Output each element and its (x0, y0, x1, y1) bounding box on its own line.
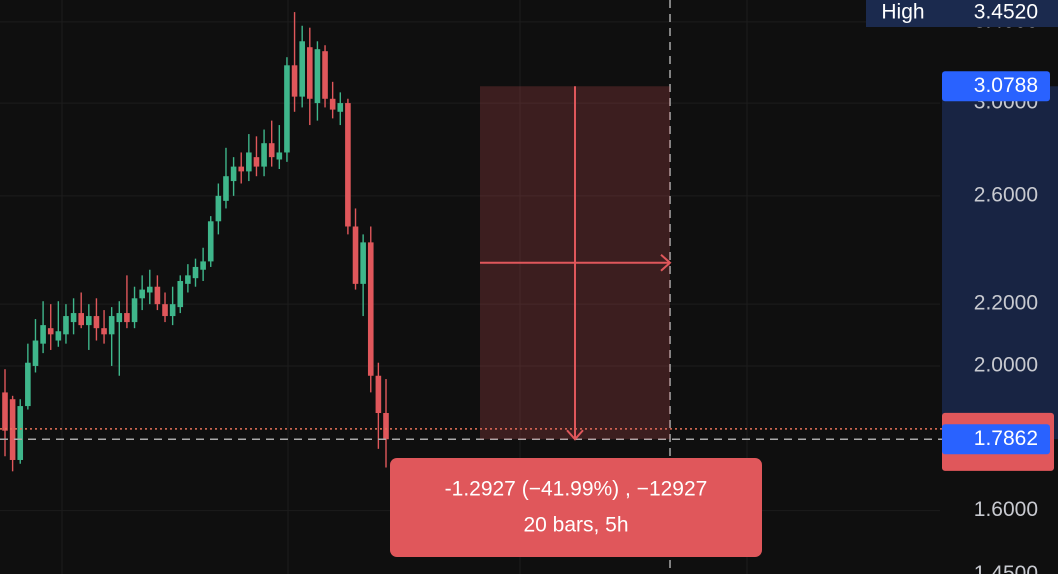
candle-body (63, 316, 69, 335)
candle-body (322, 51, 328, 99)
candle-body (146, 286, 153, 293)
candle-body (78, 313, 84, 326)
candle-body (276, 152, 283, 160)
candle-body (131, 298, 138, 323)
candle-body (108, 316, 115, 335)
measure-text: -1.2927 (−41.99%) , −12927 (445, 478, 708, 501)
arrow-head (566, 429, 584, 441)
candle-body (177, 281, 184, 308)
high-badge-value: 3.4520 (974, 1, 1038, 24)
candle-body (246, 152, 252, 172)
axis-background (942, 86, 1058, 440)
candle-body (101, 328, 107, 335)
candle-body (207, 221, 214, 262)
candle-body (162, 304, 168, 317)
candle-body (238, 166, 245, 172)
y-tick-label: 2.6000 (974, 183, 1038, 206)
candle-body (86, 316, 92, 326)
candle-body (314, 49, 321, 104)
price-badge-label: 1.7862 (974, 427, 1038, 450)
candle-body (200, 261, 206, 270)
y-tick-label: 1.4500 (974, 562, 1038, 574)
candle-body (223, 176, 229, 201)
candle-body (383, 413, 389, 440)
candle-body (291, 65, 298, 97)
candle-body (185, 275, 191, 284)
candle-body (375, 375, 382, 414)
candle-body (40, 325, 46, 344)
measure-tool: -1.2927 (−41.99%) , −12927 20 bars, 5h (0, 0, 942, 574)
candle-body (268, 143, 275, 158)
price-badges: 3.0788 1.7862 High 3.4520 (866, 0, 1058, 471)
candles (2, 12, 389, 472)
arrow-head (660, 254, 672, 272)
candle-body (192, 266, 199, 279)
candle-body (32, 340, 39, 366)
candle-body (284, 65, 290, 153)
candle-body (360, 242, 366, 284)
candle-body (230, 166, 237, 182)
price-badge (942, 424, 1050, 455)
high-badge-name: High (881, 1, 924, 24)
candle-body (2, 392, 8, 431)
candle-body (345, 103, 351, 227)
candle-body (307, 47, 313, 99)
axis-range-highlight (942, 86, 1058, 440)
y-tick-label: 2.0000 (974, 354, 1038, 377)
y-tick-label: 2.2000 (974, 292, 1038, 315)
candle-body (124, 313, 130, 323)
candle-body (154, 286, 161, 305)
high-badge (866, 0, 1058, 27)
candle-body (93, 316, 100, 329)
measure-text: 20 bars, 5h (523, 514, 628, 537)
candle-body (25, 362, 31, 407)
candle-body (116, 313, 123, 323)
candle-body (139, 289, 145, 299)
candle-body (253, 157, 260, 167)
candle-body (215, 195, 222, 222)
grid (0, 21, 940, 574)
price-badge (942, 71, 1050, 102)
measure-tooltip (390, 458, 762, 557)
price-badge-label: 3.0788 (974, 74, 1038, 97)
candle-body (17, 406, 24, 460)
candle-body (367, 242, 374, 376)
candle-body (47, 328, 54, 335)
candle-body (337, 103, 344, 112)
candle-body (70, 313, 77, 323)
y-tick-label: 1.6000 (974, 498, 1038, 521)
candle-body (9, 399, 16, 460)
candle-body (329, 98, 336, 110)
candle-body (261, 143, 267, 167)
candle-body (352, 226, 359, 284)
candle-body (299, 41, 305, 97)
candle-body (169, 304, 176, 317)
candle-body (55, 331, 62, 341)
